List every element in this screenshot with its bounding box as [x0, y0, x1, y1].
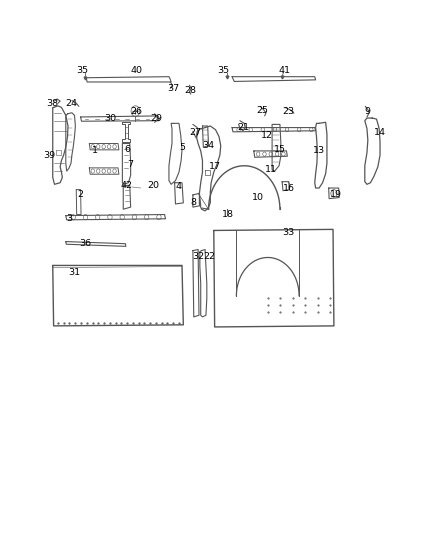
Text: 30: 30: [104, 114, 116, 123]
Text: 14: 14: [374, 128, 386, 138]
Text: 15: 15: [274, 146, 286, 155]
Text: 33: 33: [283, 228, 295, 237]
Text: 39: 39: [43, 151, 55, 160]
Text: 8: 8: [190, 198, 196, 207]
Text: 20: 20: [147, 181, 159, 190]
Text: 2: 2: [78, 190, 84, 199]
Text: 1: 1: [92, 147, 98, 156]
Text: 12: 12: [261, 131, 273, 140]
Text: 18: 18: [222, 210, 234, 219]
Text: 32: 32: [192, 253, 204, 262]
Text: 6: 6: [124, 146, 131, 155]
Text: 28: 28: [185, 86, 197, 95]
Text: 38: 38: [47, 99, 59, 108]
Text: 22: 22: [203, 253, 215, 262]
Text: 4: 4: [176, 182, 182, 191]
Text: 10: 10: [252, 193, 264, 202]
Text: 35: 35: [217, 66, 230, 75]
Text: 13: 13: [313, 147, 325, 156]
Text: 25: 25: [257, 106, 268, 115]
Text: 7: 7: [127, 160, 133, 168]
Text: 21: 21: [237, 123, 249, 132]
Text: 17: 17: [208, 163, 221, 171]
Text: 40: 40: [131, 66, 142, 75]
Text: 36: 36: [79, 239, 91, 248]
Text: 37: 37: [167, 84, 180, 93]
Text: 29: 29: [150, 114, 162, 123]
Text: 34: 34: [202, 141, 214, 150]
Text: 26: 26: [131, 107, 142, 116]
Text: 16: 16: [283, 183, 295, 192]
Text: 19: 19: [330, 190, 342, 199]
Text: 5: 5: [179, 143, 185, 152]
Text: 11: 11: [265, 166, 277, 174]
Text: 9: 9: [364, 107, 370, 116]
Text: 42: 42: [121, 181, 133, 190]
Text: 3: 3: [66, 214, 72, 223]
Text: 27: 27: [189, 128, 201, 138]
Text: 31: 31: [68, 268, 81, 277]
Text: 24: 24: [65, 99, 77, 108]
Text: 35: 35: [76, 66, 88, 75]
Text: 41: 41: [278, 66, 290, 75]
Text: 23: 23: [283, 107, 295, 116]
